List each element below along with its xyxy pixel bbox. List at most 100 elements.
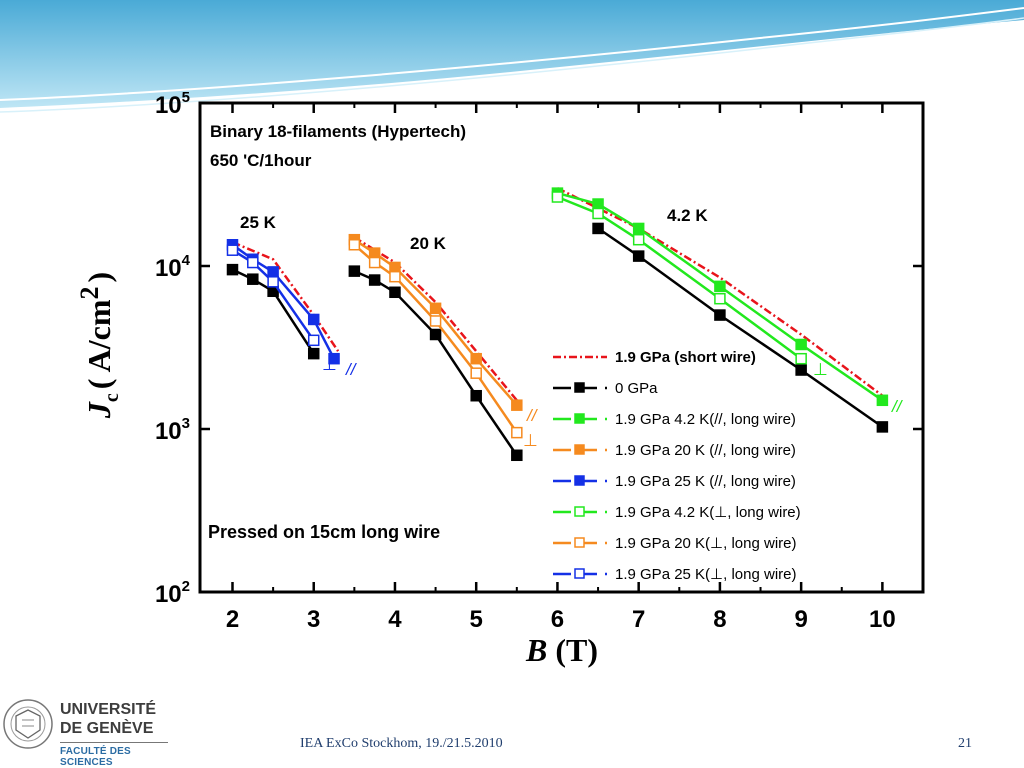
university-seal-icon: [3, 699, 53, 749]
series-7-point-0-2: [267, 276, 279, 288]
x-tick-label-5: 5: [470, 606, 483, 633]
annotation-perp-42k: ⊥: [813, 360, 828, 380]
jc-vs-field-chart: 2 3 4 5 6 7 8 9 10 102 103 104 105 1.9 GPa (short wi…: [75, 89, 925, 668]
series-1-point-2-1: [632, 250, 645, 262]
legend-label-7: 1.9 GPa 25 K(⊥, long wire): [615, 566, 796, 583]
series-6-point-0-5: [511, 426, 523, 439]
series-2-point-0-4: [795, 338, 807, 351]
series-1-point-1-4: [470, 389, 482, 402]
series-7-point-0-3: [307, 334, 320, 347]
legend-marker-7: [574, 568, 585, 579]
series-1-point-2-4: [876, 421, 889, 433]
x-tick-label-2: 2: [226, 606, 239, 633]
x-tick-label-7: 7: [632, 606, 645, 633]
series-3: [348, 233, 523, 411]
logo-line2: DE GENÈVE: [60, 720, 154, 737]
series-6-point-0-1: [368, 256, 381, 269]
annotation-par-42k: //: [891, 397, 904, 416]
legend-label-2: 1.9 GPa 4.2 K(//, long wire): [615, 411, 796, 428]
series-7-point-0-1: [247, 256, 259, 269]
series-4-point-0-3: [307, 313, 320, 326]
y-tick-label-3: 103: [155, 415, 190, 445]
legend-label-5: 1.9 GPa 4.2 K(⊥, long wire): [615, 504, 801, 521]
series-layer: [226, 187, 889, 462]
logo-faculty: FACULTÉ DES SCIENCES: [60, 746, 131, 768]
annotation-par-25k: //: [345, 360, 358, 379]
y-axis-title: Jc( A/cm2): [75, 272, 123, 419]
series-6-point-0-3: [429, 315, 442, 327]
legend-marker-5: [574, 506, 585, 517]
legend-marker-6: [574, 537, 585, 548]
series-0-line-2: [556, 187, 884, 397]
legend-marker-1: [574, 382, 585, 393]
series-4-point-0-4: [328, 352, 340, 365]
series-7-line-0: [231, 249, 315, 342]
axis-ticks: 2 3 4 5 6 7 8 9 10 102 103 104 105: [155, 89, 923, 633]
annotation-par-20k: //: [526, 406, 539, 425]
x-tick-label-3: 3: [307, 606, 320, 633]
series-6: [348, 239, 523, 439]
series-6-point-0-2: [389, 270, 401, 283]
series-7: [226, 244, 320, 347]
footer-text: IEA ExCo Stockhom, 19./21.5.2010: [300, 736, 503, 751]
series-1-point-1-3: [429, 328, 442, 341]
annotation-perp-25k: ⊥: [322, 355, 337, 375]
series-1-line-0: [231, 268, 315, 355]
legend-marker-3: [574, 444, 585, 455]
series-4-point-0-2: [267, 266, 279, 278]
y-tick-label-2: 102: [155, 578, 190, 608]
series-6-point-0-0: [348, 239, 361, 251]
annotation-25k: 25 K: [240, 213, 277, 232]
annotation-perp-20k: ⊥: [523, 431, 538, 451]
y-tick-label-4: 104: [155, 252, 191, 282]
legend-marker-4: [574, 475, 585, 486]
series-1-point-0-3: [307, 347, 320, 360]
series-5-point-0-1: [592, 207, 604, 220]
series-5-point-0-0: [551, 191, 564, 203]
series-1-point-2-0: [592, 222, 604, 235]
x-tick-label-8: 8: [713, 606, 726, 633]
series-1-point-2-2: [714, 309, 726, 321]
series-5-point-0-2: [632, 233, 645, 246]
university-logo: UNIVERSITÉ DE GENÈVE FACULTÉ DES SCIENCE…: [2, 694, 172, 768]
legend-label-0: 1.9 GPa (short wire): [615, 349, 756, 366]
page-number: 21: [958, 736, 972, 751]
series-3-point-0-4: [470, 352, 482, 365]
series-1-point-1-2: [389, 286, 401, 299]
series-7-point-0-0: [226, 244, 239, 256]
slide-header-swoosh: [0, 0, 1024, 113]
legend-label-4: 1.9 GPa 25 K (//, long wire): [615, 473, 796, 490]
series-1-point-0-0: [226, 263, 239, 276]
series-2-point-0-3: [714, 280, 726, 293]
series-1: [226, 222, 889, 462]
legend-label-3: 1.9 GPa 20 K (//, long wire): [615, 442, 796, 459]
series-1-point-1-1: [368, 274, 381, 286]
annotation-pressed: Pressed on 15cm long wire: [208, 522, 440, 542]
series-5: [551, 191, 807, 365]
series-1-point-1-5: [511, 449, 523, 462]
logo-text: UNIVERSITÉ DE GENÈVE: [60, 700, 156, 738]
annotation-42k: 4.2 K: [667, 206, 708, 225]
series-1-line-1: [353, 269, 518, 457]
series-5-point-0-3: [714, 292, 726, 305]
series-3-point-0-3: [429, 302, 442, 315]
x-tick-label-4: 4: [388, 606, 402, 633]
series-3-point-0-1: [368, 247, 381, 259]
annotation-20k: 20 K: [410, 234, 447, 253]
x-axis-title: B (T): [525, 632, 598, 668]
series-6-point-0-4: [470, 367, 482, 379]
plot-frame: [198, 101, 925, 594]
series-1-point-1-0: [348, 265, 361, 277]
series-3-point-0-5: [511, 399, 523, 411]
x-tick-label-10: 10: [869, 606, 896, 633]
annotation-title1: Binary 18-filaments (Hypertech): [210, 122, 466, 141]
series-2-line-0: [557, 191, 884, 402]
series-2-point-0-1: [592, 198, 604, 210]
series-2-point-0-2: [632, 222, 645, 235]
series-5-point-0-4: [795, 352, 807, 365]
legend: 1.9 GPa (short wire) 0 GPa 1.9 GPa 4.2 K(/…: [553, 349, 801, 583]
legend-label-6: 1.9 GPa 20 K(⊥, long wire): [615, 535, 796, 552]
svg-text:Jc( A/cm2): Jc( A/cm2): [75, 272, 123, 419]
x-tick-label-9: 9: [794, 606, 807, 633]
legend-marker-2: [574, 413, 585, 424]
